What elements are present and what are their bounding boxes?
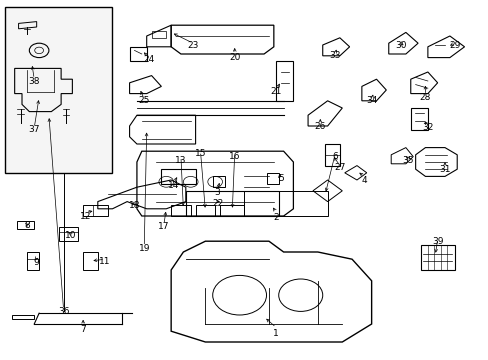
Text: 1: 1 [273,328,279,338]
Text: 9: 9 [34,258,40,267]
Text: 17: 17 [158,222,169,231]
Text: 27: 27 [333,163,345,172]
Text: 12: 12 [80,212,91,220]
Text: 8: 8 [24,220,30,230]
Text: 25: 25 [138,96,150,105]
Text: 39: 39 [431,237,443,246]
Text: 30: 30 [394,41,406,50]
Text: 13: 13 [175,156,186,165]
Text: 33: 33 [328,51,340,60]
Bar [5,7,112,173]
Text: 22: 22 [211,199,223,208]
Text: 11: 11 [99,256,111,266]
Text: 29: 29 [448,41,460,50]
Text: 2: 2 [273,213,279,222]
Text: 4: 4 [361,176,366,185]
Text: 10: 10 [65,231,77,240]
Text: 32: 32 [421,123,433,132]
Text: 38: 38 [28,77,40,86]
Text: 3: 3 [214,188,220,197]
Text: 26: 26 [314,122,325,131]
Text: 37: 37 [28,125,40,134]
Text: 6: 6 [331,152,337,161]
Text: 34: 34 [365,96,377,105]
Text: 24: 24 [143,55,155,64]
Text: 5: 5 [278,174,284,183]
Text: 35: 35 [402,156,413,165]
Text: 14: 14 [167,181,179,190]
Text: 15: 15 [194,149,206,158]
Text: 23: 23 [187,41,199,50]
Text: 36: 36 [58,307,69,316]
Text: 7: 7 [80,325,86,334]
Text: 16: 16 [228,152,240,161]
Text: 19: 19 [138,244,150,253]
Text: 31: 31 [438,165,450,174]
Text: 20: 20 [228,53,240,62]
Text: 21: 21 [270,87,282,96]
Text: 28: 28 [419,93,430,102]
Text: 18: 18 [128,201,140,210]
